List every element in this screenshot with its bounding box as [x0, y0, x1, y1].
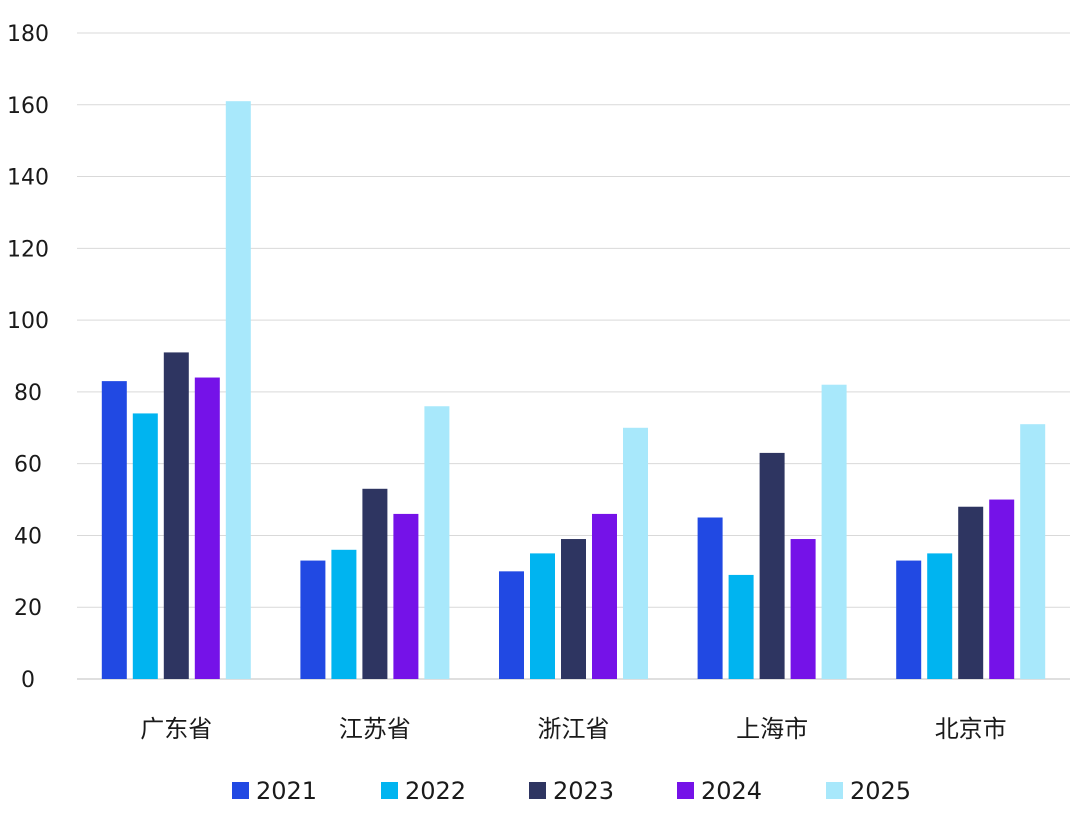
bar: [163, 352, 189, 679]
bar: [331, 549, 357, 679]
bar: [592, 513, 617, 679]
y-axis-ticks: 0 20 40 60 80 100 120 140 160 180: [7, 22, 49, 693]
legend-label: 2024: [701, 777, 762, 805]
legend-swatch: [529, 782, 546, 799]
legend-swatch: [381, 782, 398, 799]
legend-swatch: [232, 782, 249, 799]
legend-label: 2022: [405, 777, 466, 805]
y-tick-label: 140: [7, 166, 49, 191]
legend-label: 2021: [256, 777, 317, 805]
legend-label: 2023: [553, 777, 614, 805]
x-category-label: 北京市: [935, 715, 1007, 743]
legend-swatch: [826, 782, 843, 799]
legend-label: 2025: [850, 777, 911, 805]
bar: [194, 377, 220, 679]
y-tick-label: 60: [14, 453, 42, 478]
legend-swatch: [677, 782, 694, 799]
bar: [393, 513, 419, 679]
bar: [989, 499, 1015, 679]
y-tick-label: 80: [14, 381, 42, 406]
y-tick-label: 180: [7, 22, 49, 47]
bar: [697, 517, 723, 679]
bar: [101, 381, 127, 679]
x-category-label: 上海市: [736, 715, 808, 743]
x-category-label: 广东省: [140, 715, 212, 743]
bar: [958, 506, 984, 679]
bar: [759, 452, 785, 679]
bar: [623, 427, 648, 679]
bar: [132, 413, 158, 679]
bar: [896, 560, 922, 679]
y-tick-label: 100: [7, 309, 49, 334]
bar: [728, 574, 754, 679]
y-tick-label: 0: [21, 668, 35, 693]
bar: [927, 553, 953, 679]
y-tick-label: 160: [7, 94, 49, 119]
y-tick-label: 20: [14, 596, 42, 621]
bar: [225, 101, 251, 679]
bar: [300, 560, 326, 679]
bar: [424, 406, 450, 679]
bar: [821, 384, 847, 679]
bar: [530, 553, 555, 679]
bar: [499, 571, 524, 679]
x-category-label: 江苏省: [339, 715, 411, 743]
x-axis-categories: 广东省 江苏省 浙江省 上海市 北京市: [140, 715, 1006, 743]
bar: [561, 539, 586, 679]
bar: [790, 539, 816, 679]
bar: [1020, 424, 1046, 679]
x-category-label: 浙江省: [538, 715, 610, 743]
bar: [362, 488, 388, 679]
bars: [101, 101, 1046, 679]
legend: 2021 2022 2023 2024 2025: [232, 777, 911, 805]
y-tick-label: 120: [7, 237, 49, 262]
y-tick-label: 40: [14, 524, 42, 549]
